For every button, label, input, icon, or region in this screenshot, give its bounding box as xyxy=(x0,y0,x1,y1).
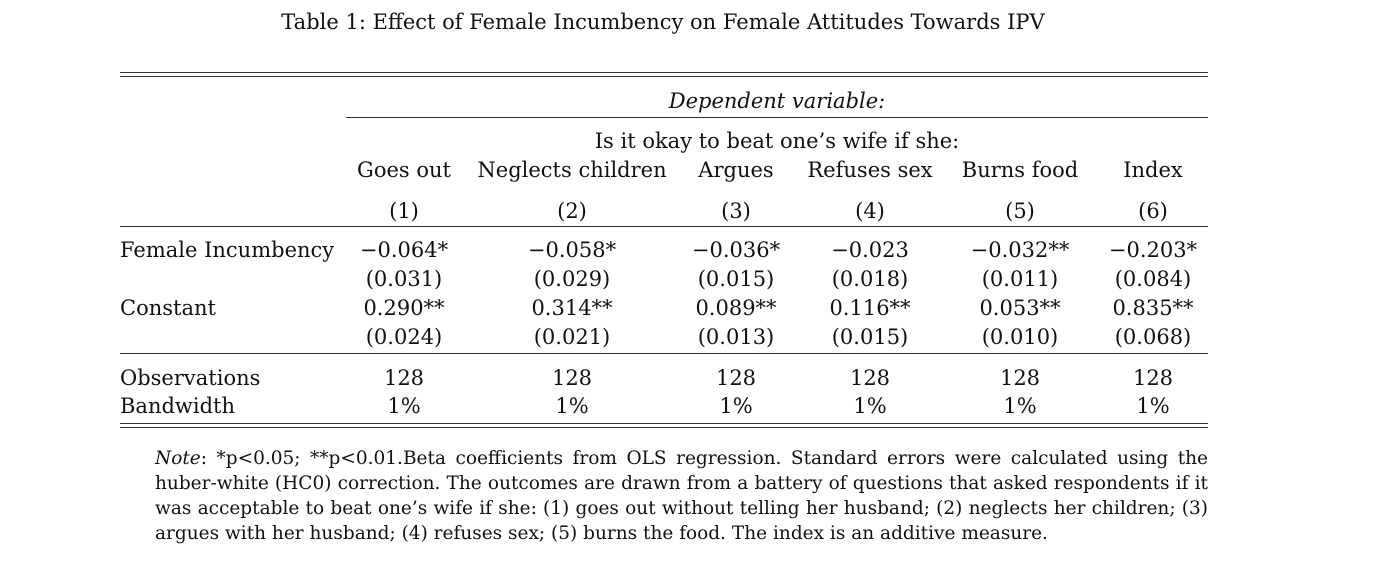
row-label-constant: Constant xyxy=(120,296,216,320)
observations-cell: 128 xyxy=(715,366,757,390)
standard-error-cell: (0.031) xyxy=(365,267,443,291)
row-label-female-incumbency: Female Incumbency xyxy=(120,238,335,262)
bandwidth-cell: 1% xyxy=(719,394,753,418)
standard-error-cell: (0.084) xyxy=(1114,267,1192,291)
column-header: Neglects children xyxy=(477,158,667,182)
column-header: Burns food xyxy=(961,158,1079,182)
standard-error-cell: (0.011) xyxy=(981,267,1059,291)
coefficient-cell: 0.053** xyxy=(979,296,1061,320)
coefficient-cell: −0.203* xyxy=(1108,238,1198,262)
observations-cell: 128 xyxy=(383,366,425,390)
coefficient-cell: −0.064* xyxy=(359,238,449,262)
column-number: (1) xyxy=(389,199,419,223)
dependent-variable-header: Dependent variable: xyxy=(668,89,886,113)
bandwidth-cell: 1% xyxy=(853,394,887,418)
column-number: (3) xyxy=(721,199,751,223)
bandwidth-cell: 1% xyxy=(1003,394,1037,418)
standard-error-cell: (0.010) xyxy=(981,325,1059,349)
note-text: : *p<0.05; **p<0.01.Beta coefficients fr… xyxy=(155,448,1208,544)
bottom-rule-2 xyxy=(120,427,1208,428)
column-header: Index xyxy=(1123,158,1183,182)
column-number: (2) xyxy=(557,199,587,223)
column-number: (5) xyxy=(1005,199,1035,223)
bottom-rule-1 xyxy=(120,423,1208,424)
note-label: Note xyxy=(155,448,201,469)
standard-error-cell: (0.068) xyxy=(1114,325,1192,349)
column-header: Refuses sex xyxy=(807,158,933,182)
bandwidth-cell: 1% xyxy=(1136,394,1170,418)
observations-cell: 128 xyxy=(551,366,593,390)
standard-error-cell: (0.013) xyxy=(697,325,775,349)
standard-error-cell: (0.018) xyxy=(831,267,909,291)
coefficient-cell: 0.835** xyxy=(1112,296,1194,320)
coefficient-cell: −0.058* xyxy=(527,238,617,262)
standard-error-cell: (0.015) xyxy=(697,267,775,291)
question-header: Is it okay to beat one’s wife if she: xyxy=(594,129,960,153)
row-label-observations: Observations xyxy=(120,366,261,390)
column-header: Argues xyxy=(698,158,774,182)
coefficient-cell: 0.089** xyxy=(695,296,777,320)
observations-cell: 128 xyxy=(849,366,891,390)
table-caption: Table 1: Effect of Female Incumbency on … xyxy=(281,10,1045,34)
coefficient-cell: −0.036* xyxy=(691,238,781,262)
dependent-variable-rule xyxy=(346,117,1208,118)
top-rule-1 xyxy=(120,72,1208,73)
column-header: Goes out xyxy=(357,158,451,182)
row-label-bandwidth: Bandwidth xyxy=(120,394,236,418)
coefficient-cell: −0.032** xyxy=(970,238,1070,262)
header-rule xyxy=(120,226,1208,227)
standard-error-cell: (0.024) xyxy=(365,325,443,349)
top-rule-2 xyxy=(120,76,1208,77)
standard-error-cell: (0.029) xyxy=(533,267,611,291)
bandwidth-cell: 1% xyxy=(555,394,589,418)
observations-cell: 128 xyxy=(1132,366,1174,390)
standard-error-cell: (0.015) xyxy=(831,325,909,349)
body-rule xyxy=(120,353,1208,354)
coefficient-cell: 0.314** xyxy=(531,296,613,320)
standard-error-cell: (0.021) xyxy=(533,325,611,349)
column-number: (6) xyxy=(1138,199,1168,223)
coefficient-cell: 0.116** xyxy=(829,296,911,320)
bandwidth-cell: 1% xyxy=(387,394,421,418)
observations-cell: 128 xyxy=(999,366,1041,390)
table-note: Note: *p<0.05; **p<0.01.Beta coefficient… xyxy=(155,446,1208,546)
column-number: (4) xyxy=(855,199,885,223)
coefficient-cell: 0.290** xyxy=(363,296,445,320)
coefficient-cell: −0.023 xyxy=(831,238,909,262)
